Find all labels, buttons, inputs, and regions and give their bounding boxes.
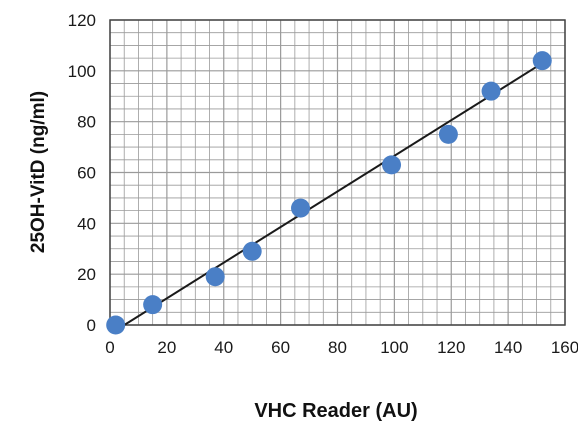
data-point xyxy=(438,124,458,144)
trend-line xyxy=(123,62,543,326)
x-tick-label: 40 xyxy=(214,338,233,357)
x-tick-label: 60 xyxy=(271,338,290,357)
x-tick-label: 20 xyxy=(157,338,176,357)
data-point xyxy=(106,315,126,335)
y-tick-label: 100 xyxy=(68,62,96,81)
data-point xyxy=(205,267,225,287)
plot-frame xyxy=(109,19,566,326)
y-tick-label: 20 xyxy=(77,265,96,284)
x-tick-label: 160 xyxy=(551,338,578,357)
y-axis-tick-labels: 0 20 40 60 80 100 120 xyxy=(68,11,96,335)
x-axis-title: VHC Reader (AU) xyxy=(254,400,417,422)
x-tick-label: 100 xyxy=(380,338,408,357)
data-point xyxy=(481,81,501,101)
x-tick-label: 140 xyxy=(494,338,522,357)
data-point xyxy=(143,295,163,315)
x-axis-tick-labels: 0 20 40 60 80 100 120 140 160 xyxy=(105,338,578,357)
y-axis-title: 25OH-VitD (ng/ml) xyxy=(28,91,49,253)
grid xyxy=(109,19,566,326)
data-point xyxy=(242,241,262,261)
data-point xyxy=(532,51,552,71)
x-tick-label: 80 xyxy=(328,338,347,357)
data-point xyxy=(382,155,402,175)
y-tick-label: 40 xyxy=(77,214,96,233)
y-tick-label: 60 xyxy=(77,164,96,183)
y-tick-label: 120 xyxy=(68,11,96,30)
data-points xyxy=(106,51,552,335)
x-tick-label: 120 xyxy=(437,338,465,357)
data-point xyxy=(291,198,311,218)
x-tick-label: 0 xyxy=(105,338,114,357)
y-tick-label: 80 xyxy=(77,113,96,132)
y-tick-label: 0 xyxy=(87,316,96,335)
